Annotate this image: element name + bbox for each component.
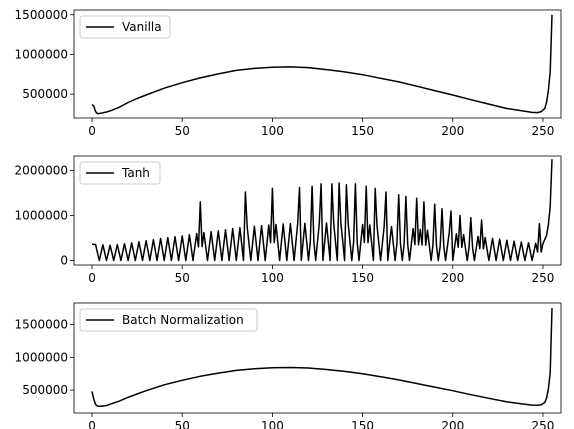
x-tick-label: 0: [88, 124, 96, 138]
legend: Batch Normalization: [80, 309, 257, 331]
y-tick-label: 1000000: [15, 350, 68, 364]
legend-label: Batch Normalization: [122, 313, 244, 327]
y-tick-label: 1000000: [15, 47, 68, 61]
x-tick-label: 50: [175, 271, 190, 285]
x-tick-label: 200: [441, 419, 464, 429]
x-tick-label: 250: [532, 271, 555, 285]
x-tick-label: 100: [261, 419, 284, 429]
x-tick-label: 0: [88, 271, 96, 285]
x-tick-label: 100: [261, 271, 284, 285]
y-tick-label: 1500000: [15, 8, 68, 22]
x-tick-label: 150: [351, 271, 374, 285]
x-tick-label: 50: [175, 419, 190, 429]
y-tick-label: 500000: [22, 383, 68, 397]
x-tick-label: 0: [88, 419, 96, 429]
x-tick-label: 250: [532, 419, 555, 429]
legend-label: Vanilla: [122, 20, 162, 34]
x-tick-label: 100: [261, 124, 284, 138]
y-tick-label: 1000000: [15, 208, 68, 222]
x-tick-label: 200: [441, 271, 464, 285]
x-tick-label: 250: [532, 124, 555, 138]
legend-label: Tanh: [121, 166, 150, 180]
y-tick-label: 1500000: [15, 318, 68, 332]
legend: Vanilla: [80, 16, 170, 38]
legend: Tanh: [80, 162, 160, 184]
y-tick-label: 0: [60, 253, 68, 267]
y-tick-label: 2000000: [15, 163, 68, 177]
x-tick-label: 150: [351, 419, 374, 429]
x-tick-label: 150: [351, 124, 374, 138]
y-tick-label: 500000: [22, 87, 68, 101]
x-tick-label: 200: [441, 124, 464, 138]
x-tick-label: 50: [175, 124, 190, 138]
